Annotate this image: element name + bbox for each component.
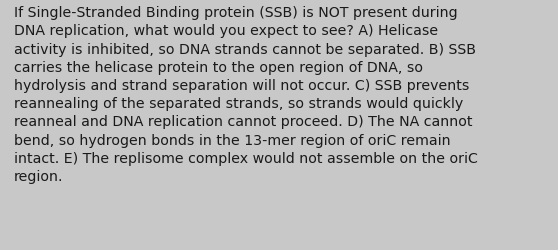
Text: If Single-Stranded Binding protein (SSB) is NOT present during
DNA replication, : If Single-Stranded Binding protein (SSB)… xyxy=(14,6,478,183)
